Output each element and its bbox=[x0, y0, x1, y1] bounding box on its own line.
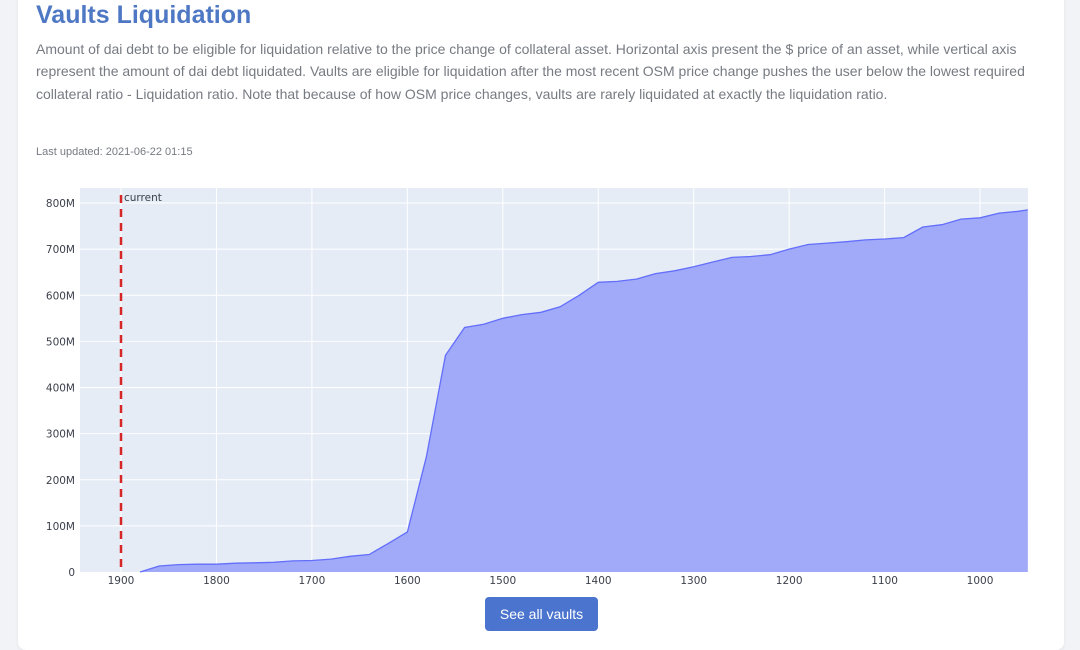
x-tick-label: 1200 bbox=[776, 575, 803, 587]
page-title: Vaults Liquidation bbox=[36, 1, 252, 29]
x-tick-label: 1400 bbox=[585, 575, 612, 587]
x-tick-label: 1100 bbox=[871, 575, 898, 587]
y-tick-label: 100M bbox=[46, 521, 75, 533]
x-tick-label: 1000 bbox=[967, 575, 994, 587]
y-tick-label: 0 bbox=[68, 567, 75, 579]
y-tick-label: 500M bbox=[46, 336, 75, 348]
y-tick-label: 800M bbox=[46, 198, 75, 210]
y-tick-label: 300M bbox=[46, 429, 75, 441]
y-tick-label: 400M bbox=[46, 383, 75, 395]
x-tick-label: 1500 bbox=[489, 575, 516, 587]
liquidation-chart: 1900 1800 1700 1600 1500 1400 1300 1200 1100 1000… bbox=[46, 188, 1028, 587]
x-tick-label: 1300 bbox=[680, 575, 707, 587]
area-line bbox=[139, 209, 1028, 573]
area-fill bbox=[140, 209, 1028, 572]
y-tick-label: 600M bbox=[46, 290, 75, 302]
current-price-label: current bbox=[124, 192, 162, 204]
last-updated-text: Last updated: 2021-06-22 01:15 bbox=[36, 146, 193, 158]
see-all-vaults-button[interactable]: See all vaults bbox=[485, 597, 598, 631]
y-tick-label: 200M bbox=[46, 475, 75, 487]
x-tick-label: 1700 bbox=[299, 575, 326, 587]
x-tick-label: 1600 bbox=[394, 575, 421, 587]
x-tick-label: 1800 bbox=[203, 575, 230, 587]
y-tick-label: 700M bbox=[46, 244, 75, 256]
x-tick-label: 1900 bbox=[108, 575, 135, 587]
chart-description: Amount of dai debt to be eligible for li… bbox=[36, 41, 1025, 102]
